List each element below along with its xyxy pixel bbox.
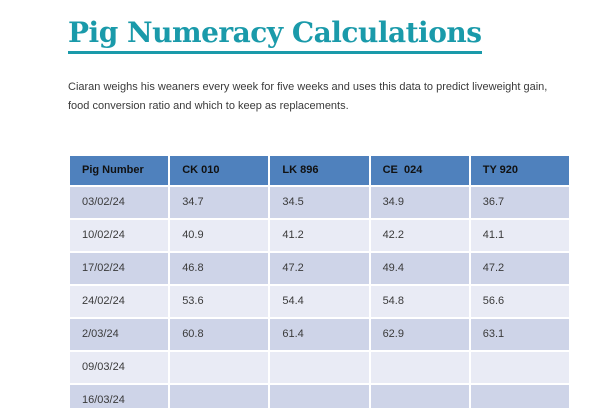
weight-cell	[268, 382, 371, 408]
weight-cell: 61.4	[268, 316, 371, 352]
weight-cell: 54.4	[268, 283, 371, 319]
weight-cell: 47.2	[268, 250, 371, 286]
weight-cell: 56.6	[468, 283, 572, 319]
table-row: 09/03/24	[67, 349, 572, 385]
weight-cell: 40.9	[168, 217, 271, 253]
date-cell: 2/03/24	[67, 316, 171, 352]
weight-cell: 41.1	[468, 217, 572, 253]
date-cell: 03/02/24	[67, 184, 171, 220]
date-cell: 10/02/24	[67, 217, 171, 253]
weight-cell: 49.4	[368, 250, 471, 286]
weight-cell: 36.7	[468, 184, 572, 220]
weight-cell	[468, 382, 572, 408]
weight-cell	[168, 349, 271, 385]
weight-cell: 34.9	[368, 184, 471, 220]
weight-cell: 54.8	[368, 283, 471, 319]
column-header-ce024: CE 024	[368, 153, 471, 187]
weight-cell	[268, 349, 371, 385]
weight-cell	[368, 382, 471, 408]
date-cell: 17/02/24	[67, 250, 171, 286]
table-row: 16/03/24	[67, 382, 572, 408]
page-title: Pig Numeracy Calculations	[68, 17, 482, 54]
weight-cell: 63.1	[468, 316, 572, 352]
weight-cell: 42.2	[368, 217, 471, 253]
weight-cell: 34.7	[168, 184, 271, 220]
weight-cell: 47.2	[468, 250, 572, 286]
weight-cell: 46.8	[168, 250, 271, 286]
table-row: 2/03/24 60.8 61.4 62.9 63.1	[67, 316, 572, 352]
column-header-pig-number: Pig Number	[67, 153, 171, 187]
column-header-ck010: CK 010	[168, 153, 271, 187]
column-header-lk896: LK 896	[268, 153, 371, 187]
pig-weights-table: Pig Number CK 010 LK 896 CE 024 TY 920 0…	[67, 153, 572, 408]
weight-cell: 41.2	[268, 217, 371, 253]
weight-cell: 53.6	[168, 283, 271, 319]
weight-cell	[168, 382, 271, 408]
intro-paragraph: Ciaran weighs his weaners every week for…	[68, 80, 548, 112]
date-cell: 24/02/24	[67, 283, 171, 319]
date-cell: 16/03/24	[67, 382, 171, 408]
weight-cell	[468, 349, 572, 385]
table-header-row: Pig Number CK 010 LK 896 CE 024 TY 920	[67, 153, 572, 187]
date-cell: 09/03/24	[67, 349, 171, 385]
weight-cell: 60.8	[168, 316, 271, 352]
table-row: 10/02/24 40.9 41.2 42.2 41.1	[67, 217, 572, 253]
column-header-ty920: TY 920	[468, 153, 572, 187]
weight-cell: 62.9	[368, 316, 471, 352]
weight-cell: 34.5	[268, 184, 371, 220]
table-row: 17/02/24 46.8 47.2 49.4 47.2	[67, 250, 572, 286]
table-row: 24/02/24 53.6 54.4 54.8 56.6	[67, 283, 572, 319]
table-row: 03/02/24 34.7 34.5 34.9 36.7	[67, 184, 572, 220]
weight-cell	[368, 349, 471, 385]
